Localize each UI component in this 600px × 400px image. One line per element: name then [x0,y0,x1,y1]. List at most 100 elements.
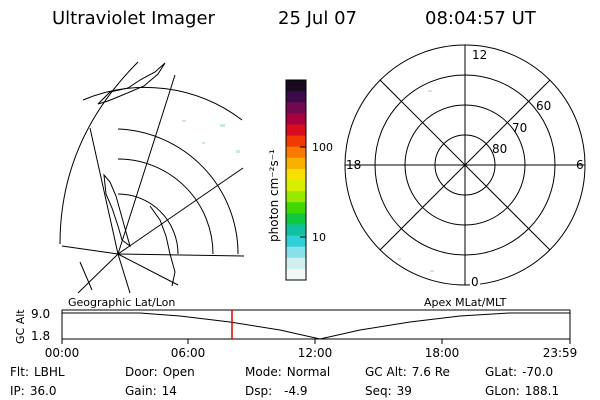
geo-coastline-south [103,173,131,248]
geo-meridian-4 [61,245,119,255]
geographic-panel [59,61,245,294]
geo-coastline-east [149,205,176,287]
gain-value: 14 [162,384,177,398]
glon-label: GLon: [485,384,520,398]
geo-lat-circle-1 [117,193,179,255]
seq-value: 39 [397,384,412,398]
colorbar-swatch [286,235,306,248]
geo-lat-circle-2 [117,158,214,255]
mag-emission-speck [430,270,434,272]
dsp-label: Dsp: [245,384,272,398]
geo-meridian-3 [89,127,119,255]
header: Ultraviolet Imager 25 Jul 07 08:04:57 UT [52,8,537,29]
gain-label: Gain: [125,384,157,398]
geo-emission-specks [182,120,240,153]
magnetic-panel-label: Apex MLat/MLT [424,296,507,309]
mlat-label-80: 80 [492,142,507,156]
flt-label: Flt: [10,365,29,379]
geo-lat-circle-4 [82,86,243,121]
colorbar-swatch [286,202,306,214]
geo-meridian-2 [117,74,176,255]
time-label: 08:04:57 UT [425,8,537,29]
ip-field: IP: 36.0 [10,384,57,398]
geo-meridian-8 [117,253,245,257]
colorbar-swatch [286,168,306,181]
colorbar-swatch [286,91,306,103]
geo-meridian-7 [117,253,179,286]
dsp-field: Dsp: -4.9 [245,384,308,398]
gcalt-label: GC Alt: [365,365,407,379]
door-value: Open [163,365,195,379]
altitude-ylabel: GC Alt [14,309,27,344]
mlt-label-left: 18 [346,158,361,172]
geo-coastline-north [97,62,166,105]
seq-label: Seq: [365,384,392,398]
glon-field: GLon: 188.1 [485,384,559,398]
geo-coastline-west [79,261,93,291]
colorbar-swatch [286,146,306,159]
geo-emission-speck [236,150,240,153]
mode-value: Normal [287,365,330,379]
door-label: Door: [125,365,158,379]
mode-label: Mode: [245,365,282,379]
colorbar-swatch [286,246,306,259]
colorbar-swatch [286,113,306,126]
altitude-xlabel-2: 12:00 [298,346,333,360]
ip-value: 36.0 [30,384,57,398]
glat-label: GLat: [485,365,517,379]
altitude-xlabel-0: 00:00 [45,346,80,360]
glat-value: -70.0 [522,365,553,379]
geo-outer-boundary [59,61,139,245]
colorbar-gradient [286,80,306,281]
altitude-xlabel-1: 06:00 [171,346,206,360]
colorbar-swatch [286,213,306,226]
geo-meridian-1 [117,167,244,255]
colorbar-swatch [286,157,306,170]
altitude-ytick-high: 9.0 [31,307,50,321]
gcalt-field: GC Alt: 7.6 Re [365,365,450,379]
colorbar-label-100: 100 [312,141,333,154]
colorbar-swatch [286,102,306,114]
dsp-value: -4.9 [284,384,307,398]
mlat-label-70: 70 [512,121,527,135]
colorbar-swatch [286,180,306,192]
mag-emission-speck [428,90,432,92]
geo-meridian-5 [77,253,119,294]
colorbar-swatch [286,80,306,92]
instrument-title: Ultraviolet Imager [52,8,216,29]
seq-field: Seq: 39 [365,384,412,398]
altitude-plot: GC Alt 9.0 1.8 00:00 06:00 12:00 18:00 2… [14,307,577,360]
colorbar-label-10: 10 [312,231,326,244]
glon-value: 188.1 [525,384,559,398]
geo-emission-speck [202,142,205,144]
geo-lat-circle-3 [117,128,239,255]
date-label: 25 Jul 07 [278,8,357,29]
mlat-label-60: 60 [536,99,551,113]
mlt-label-top: 12 [472,48,487,62]
colorbar-unit-label: photon cm⁻²s⁻¹ [267,149,281,242]
colorbar-swatch [286,224,306,237]
mag-emission-specks [398,90,434,272]
door-field: Door: Open [125,365,195,379]
mode-field: Mode: Normal [245,365,330,379]
geo-meridian-6 [117,253,131,294]
flt-field: Flt: LBHL [10,365,65,379]
colorbar-swatch [286,191,306,203]
colorbar-frame [285,79,307,281]
mlt-label-right: 6 [576,158,584,172]
geographic-panel-label: Geographic Lat/Lon [68,296,175,309]
altitude-orbit-curve [62,312,570,340]
altitude-plot-frame [61,309,571,340]
info-table: Flt: LBHL IP: 36.0 Door: Open Gain: 14 Mode:… [10,365,559,398]
glat-field: GLat: -70.0 [485,365,553,379]
colorbar-swatch [286,135,306,148]
colorbar: 100 10 photon cm⁻²s⁻¹ [267,79,333,281]
magnetic-panel-labels: 12 18 6 0 60 70 80 [346,48,584,289]
colorbar-swatch [286,124,306,137]
geo-emission-speck [182,120,186,122]
altitude-ytick-low: 1.8 [31,329,50,343]
mlt-label-bg-top [470,48,486,62]
gain-field: Gain: 14 [125,384,177,398]
altitude-xlabel-4: 23:59 [543,346,578,360]
magnetic-panel [344,44,586,286]
